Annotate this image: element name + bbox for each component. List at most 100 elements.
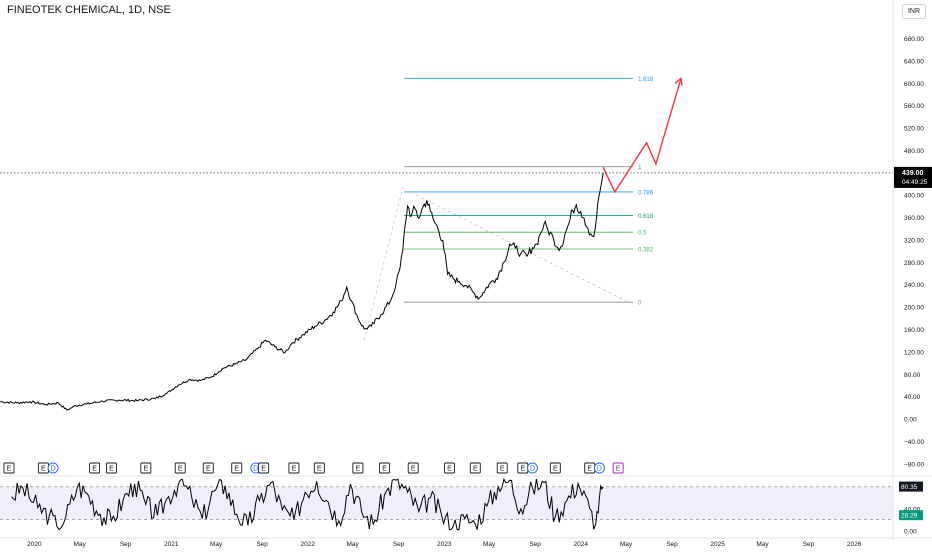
oscillator-value-tag (899, 481, 923, 492)
price-axis-tick-label: 600.00 (904, 81, 924, 88)
trend-line (363, 183, 405, 341)
time-axis-tick-label: Sep (529, 541, 541, 548)
price-axis-tick-label: 640.00 (904, 58, 924, 65)
price-axis-tick-label: 280.00 (904, 260, 924, 267)
earnings-marker (378, 462, 390, 474)
price-axis-tick-label: 360.00 (904, 215, 924, 222)
earnings-marker-label: E (616, 466, 621, 473)
time-axis-tick-label: May (620, 541, 633, 548)
earnings-marker-label: E (587, 466, 592, 473)
earnings-marker-label: E (7, 466, 12, 473)
oscillator-line (11, 477, 604, 531)
bar-countdown-label: 04:49:25 (902, 179, 928, 186)
time-axis-tick-label: May (483, 541, 496, 548)
earnings-marker-label: E (356, 466, 361, 473)
time-axis-tick-label: May (756, 541, 769, 548)
earnings-marker (612, 462, 624, 474)
earnings-marker-label: E (261, 466, 266, 473)
time-axis-tick-label: 2024 (574, 541, 589, 548)
earnings-marker-label: E (92, 466, 97, 473)
earnings-marker (231, 462, 243, 474)
time-axis-tick-label: May (346, 541, 359, 548)
price-axis-tick-label: 0.00 (904, 417, 917, 424)
fib-level-label: 0.786 (638, 190, 654, 196)
price-axis-tick-label: 240.00 (904, 282, 924, 289)
time-axis-tick-label: 2020 (27, 541, 42, 548)
earnings-marker (444, 462, 455, 474)
earnings-marker (105, 462, 117, 474)
earnings-marker (549, 462, 561, 474)
price-axis-tick-label: 80.00 (904, 372, 921, 379)
time-axis-tick-label: May (210, 541, 223, 548)
earnings-marker-label: E (206, 466, 211, 473)
earnings-marker-label: E (109, 466, 114, 473)
time-axis-tick-label: Sep (803, 541, 815, 548)
price-axis-tick-label: 680.00 (904, 36, 924, 43)
fib-level-label: 0 (638, 301, 642, 307)
price-axis-tick-label: 40.00 (904, 394, 921, 401)
earnings-marker-label: E (447, 466, 452, 473)
earnings-marker (202, 462, 214, 474)
fib-level-label: 0.5 (638, 231, 647, 237)
price-axis-tick-label: −80.00 (904, 461, 924, 468)
price-axis-tick-label: 400.00 (904, 193, 924, 200)
trend-line (415, 194, 629, 303)
fib-level-label: 0.382 (638, 247, 654, 253)
time-axis-tick-label: Sep (393, 541, 405, 548)
time-axis-tick-label: 2023 (437, 541, 452, 548)
oscillator-value-label: 80.35 (901, 484, 918, 491)
price-axis-tick-label: 200.00 (904, 305, 924, 312)
price-axis-tick-label: 120.00 (904, 349, 924, 356)
projection-arrowhead (674, 76, 683, 86)
time-axis-tick-label: May (74, 541, 87, 548)
chart-title: FINEOTEK CHEMICAL, 1D, NSE (7, 4, 171, 16)
time-axis-tick-label: 2021 (164, 541, 179, 548)
dividend-marker (47, 462, 59, 474)
earnings-marker-label: E (500, 466, 505, 473)
oscillator-value-tag (899, 510, 923, 521)
price-series (0, 172, 604, 411)
earnings-marker (3, 462, 15, 474)
earnings-marker-label: E (234, 466, 239, 473)
time-axis-tick-label: Sep (666, 541, 678, 548)
time-axis-tick-label: 2025 (710, 541, 725, 548)
price-axis: 720.00680.00640.00600.00560.00520.00480.… (0, 0, 932, 540)
earnings-marker-label: E (292, 466, 297, 473)
earnings-marker (140, 462, 152, 474)
price-axis-tick-label: 160.00 (904, 327, 924, 334)
price-line (0, 172, 604, 411)
earnings-marker-label: E (473, 466, 478, 473)
fib-level-label: 1.618 (638, 77, 654, 83)
price-axis-tick-label: −40.00 (904, 439, 924, 446)
fib-level-label: 0.618 (638, 214, 654, 220)
earnings-marker-label: E (553, 466, 558, 473)
earnings-marker (407, 462, 419, 474)
current-price-tag (894, 166, 932, 188)
earnings-marker (258, 462, 270, 474)
time-axis: 2020 May Sep 2021 May Sep 2022 May Sep 2023 May Sep… (0, 537, 932, 548)
price-axis-tick-label: 480.00 (904, 148, 924, 155)
oscillator-tick-label: 0.00 (904, 529, 917, 536)
price-axis-tick-label: 520.00 (904, 126, 924, 133)
earnings-marker-label: E (520, 466, 525, 473)
time-axis-tick-label: 2026 (847, 541, 862, 548)
dividend-marker (593, 462, 605, 474)
time-axis-tick-label: Sep (256, 541, 268, 548)
earnings-marker (288, 462, 300, 474)
earnings-marker (89, 462, 101, 474)
earnings-marker-label: E (144, 466, 149, 473)
projection-line (602, 78, 682, 194)
dividend-marker (527, 462, 538, 474)
oscillator-value-label: 28.29 (901, 513, 918, 520)
earnings-marker (469, 462, 481, 474)
currency-button[interactable]: INR (902, 4, 926, 19)
time-axis-tick-label: Sep (120, 541, 132, 548)
price-axis-tick-label: 320.00 (904, 237, 924, 244)
fib-level-label: 1 (638, 165, 642, 171)
earnings-marker-label: E (41, 466, 46, 473)
dividend-marker-label: D (253, 466, 258, 473)
earnings-marker (496, 462, 508, 474)
